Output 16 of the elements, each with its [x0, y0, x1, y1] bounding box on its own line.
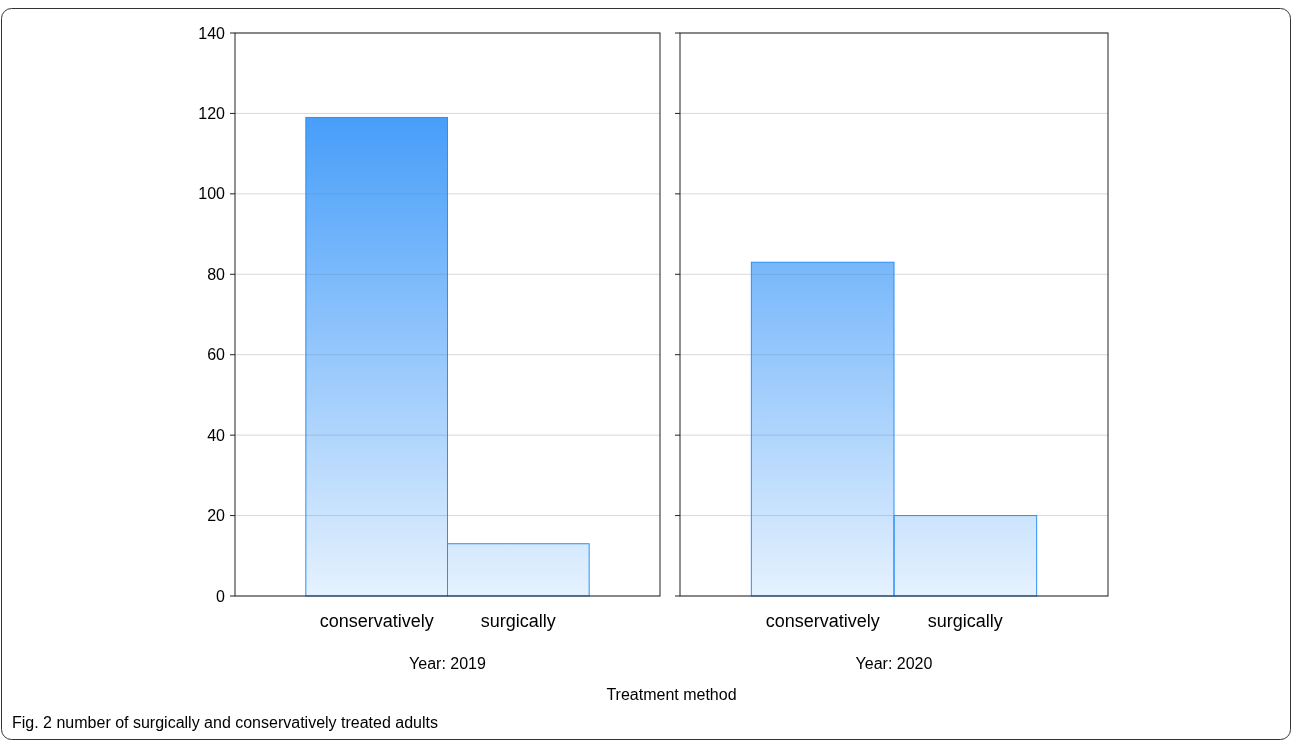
y-tick-label: 140 — [198, 24, 226, 42]
x-axis-title: Year: 2020 — [855, 655, 933, 672]
y-tick-label: 20 — [207, 507, 226, 525]
y-tick-label: 60 — [207, 346, 226, 364]
y-tick-label: 40 — [207, 426, 226, 444]
x-tick-label: conservatively — [765, 611, 880, 631]
x-tick-label: surgically — [480, 611, 556, 631]
x-tick-label: conservatively — [319, 611, 434, 631]
x-axis-title: Year: 2019 — [409, 655, 487, 672]
x-tick-label: surgically — [927, 611, 1003, 631]
text: Treatment method — [606, 686, 737, 703]
y-tick-label: 80 — [207, 265, 226, 283]
y-tick-label: 120 — [198, 105, 226, 123]
caption: Fig. 2 number of surgically and conservatively treated adults — [12, 714, 438, 731]
y-tick-label: 100 — [198, 185, 226, 203]
y-tick-label: 0 — [216, 587, 226, 605]
